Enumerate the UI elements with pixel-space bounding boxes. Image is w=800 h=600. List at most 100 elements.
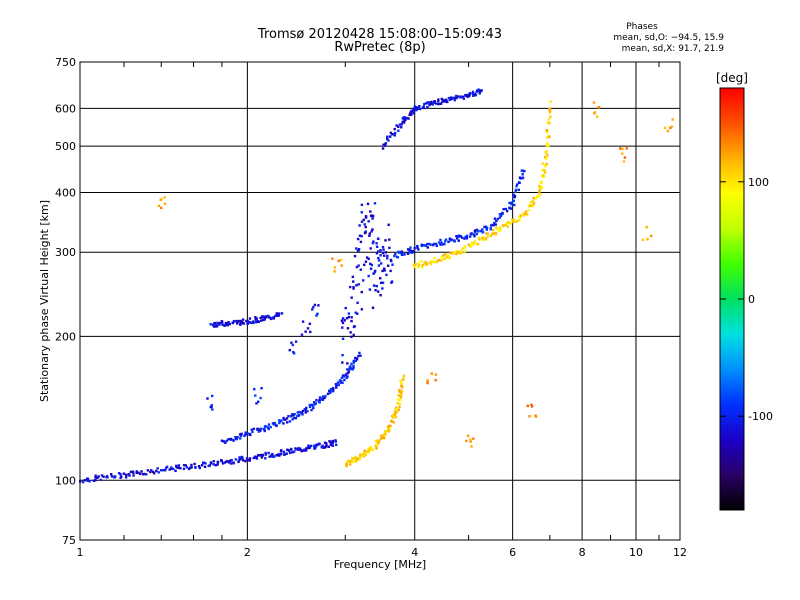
data-point [239, 437, 242, 440]
data-point [307, 444, 310, 447]
data-point [461, 95, 465, 99]
data-point [231, 321, 234, 324]
data-point [388, 135, 392, 138]
data-point [268, 316, 271, 319]
data-point [332, 388, 335, 391]
data-point [341, 353, 344, 357]
data-point [311, 405, 315, 408]
data-point [386, 137, 389, 141]
data-point [352, 457, 355, 461]
data-point [437, 241, 441, 244]
data-point [212, 325, 216, 328]
data-point [275, 424, 278, 428]
data-point [160, 206, 163, 210]
data-point [232, 439, 235, 442]
data-point [255, 457, 259, 460]
data-point [468, 92, 472, 95]
data-point [514, 188, 518, 192]
data-point [137, 471, 140, 474]
data-point [371, 217, 374, 220]
data-point [393, 127, 396, 131]
data-point [398, 390, 401, 393]
data-point [485, 232, 488, 235]
data-point [486, 232, 489, 235]
data-point [548, 121, 551, 125]
data-point [348, 460, 351, 464]
data-point [261, 454, 264, 458]
data-point [352, 364, 355, 368]
data-point [255, 402, 258, 405]
data-point [521, 173, 524, 176]
data-point [340, 376, 344, 380]
data-point [501, 224, 505, 227]
data-point [143, 472, 146, 476]
data-point [264, 451, 267, 455]
data-point [312, 305, 315, 309]
data-point [321, 398, 325, 401]
data-point [278, 419, 281, 422]
data-point [310, 403, 314, 407]
data-point [395, 411, 398, 414]
data-point [357, 283, 360, 286]
data-point [313, 447, 316, 450]
data-point [525, 213, 529, 216]
data-point [514, 190, 517, 194]
data-point [437, 102, 440, 106]
data-point [379, 281, 383, 284]
data-point [364, 225, 367, 229]
data-point [157, 471, 160, 474]
data-point [515, 185, 518, 188]
data-point [212, 463, 215, 466]
data-point [418, 105, 421, 108]
data-point [164, 466, 168, 470]
data-point [345, 462, 348, 466]
data-point [495, 219, 498, 223]
data-point [92, 479, 96, 482]
data-point [413, 105, 417, 108]
data-point [304, 330, 307, 333]
data-point [135, 471, 138, 475]
data-point [475, 232, 478, 236]
data-point [482, 238, 485, 242]
data-point [318, 401, 321, 404]
data-point [234, 458, 238, 461]
data-point [280, 312, 284, 315]
data-point [430, 259, 434, 263]
data-point [368, 232, 372, 235]
data-point [132, 474, 135, 477]
data-point [427, 242, 431, 246]
data-point [548, 109, 552, 112]
data-point [548, 107, 552, 110]
data-point [273, 421, 276, 425]
data-point [344, 373, 348, 376]
data-point [223, 461, 226, 464]
data-point [400, 251, 403, 255]
data-point [529, 204, 533, 207]
data-point [385, 273, 388, 277]
data-point [417, 262, 420, 265]
data-point [267, 423, 271, 426]
data-point [450, 238, 453, 241]
data-point [383, 269, 386, 272]
data-point [623, 156, 627, 159]
data-point [264, 453, 268, 456]
data-point [369, 267, 373, 270]
data-point [296, 411, 300, 414]
data-point [540, 186, 544, 189]
data-point [444, 238, 448, 241]
data-point [439, 243, 442, 246]
data-point [241, 456, 244, 460]
data-point [498, 226, 501, 229]
data-point [517, 216, 521, 219]
data-point [396, 401, 399, 405]
data-point [456, 237, 459, 240]
data-point [259, 453, 263, 457]
data-point [471, 90, 475, 94]
data-point [358, 457, 361, 461]
data-point [305, 447, 308, 450]
data-point [531, 204, 535, 208]
data-point [250, 321, 253, 325]
data-point [474, 229, 477, 232]
data-point [619, 147, 622, 150]
data-point [341, 361, 344, 364]
